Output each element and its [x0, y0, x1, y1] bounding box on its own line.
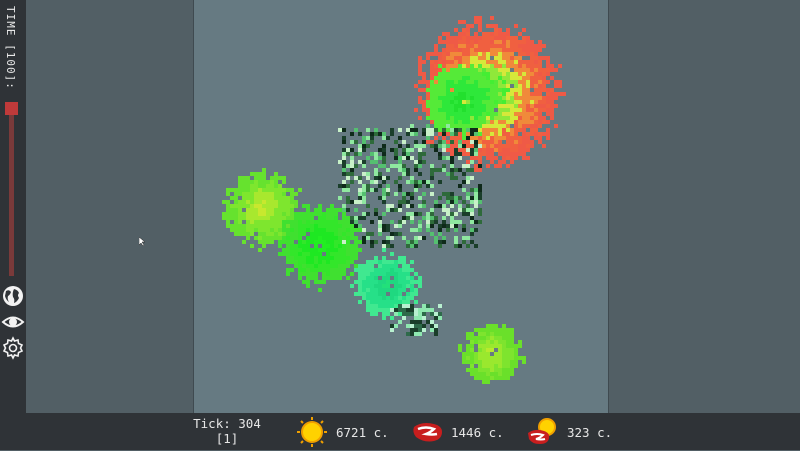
- mouse-cursor: [138, 231, 146, 250]
- tick-speed: [1]: [215, 431, 239, 446]
- world-svg: [222, 16, 566, 384]
- sun-meat-icon: [527, 417, 559, 447]
- status-bar: [0, 413, 800, 450]
- tick-counter: Tick: 304 [1]: [186, 416, 268, 446]
- left-toolbar: TIME [100]:: [0, 0, 26, 413]
- eye-icon[interactable]: [1, 310, 25, 334]
- globe-icon[interactable]: [1, 284, 25, 308]
- world-canvas[interactable]: [193, 0, 609, 413]
- time-label: TIME [100]:: [4, 6, 17, 90]
- time-slider-handle[interactable]: [5, 102, 18, 115]
- gear-icon[interactable]: [1, 336, 25, 360]
- sun-icon: [296, 417, 328, 447]
- time-slider-track[interactable]: [9, 104, 14, 276]
- meat-icon: [412, 417, 444, 447]
- mixed-count: 323 c.: [567, 425, 613, 440]
- meat-count: 1446 c.: [451, 425, 504, 440]
- tick-label: Tick: 304: [193, 416, 261, 431]
- right-margin: [609, 0, 800, 413]
- sun-count: 6721 c.: [336, 425, 389, 440]
- left-margin: [26, 0, 193, 413]
